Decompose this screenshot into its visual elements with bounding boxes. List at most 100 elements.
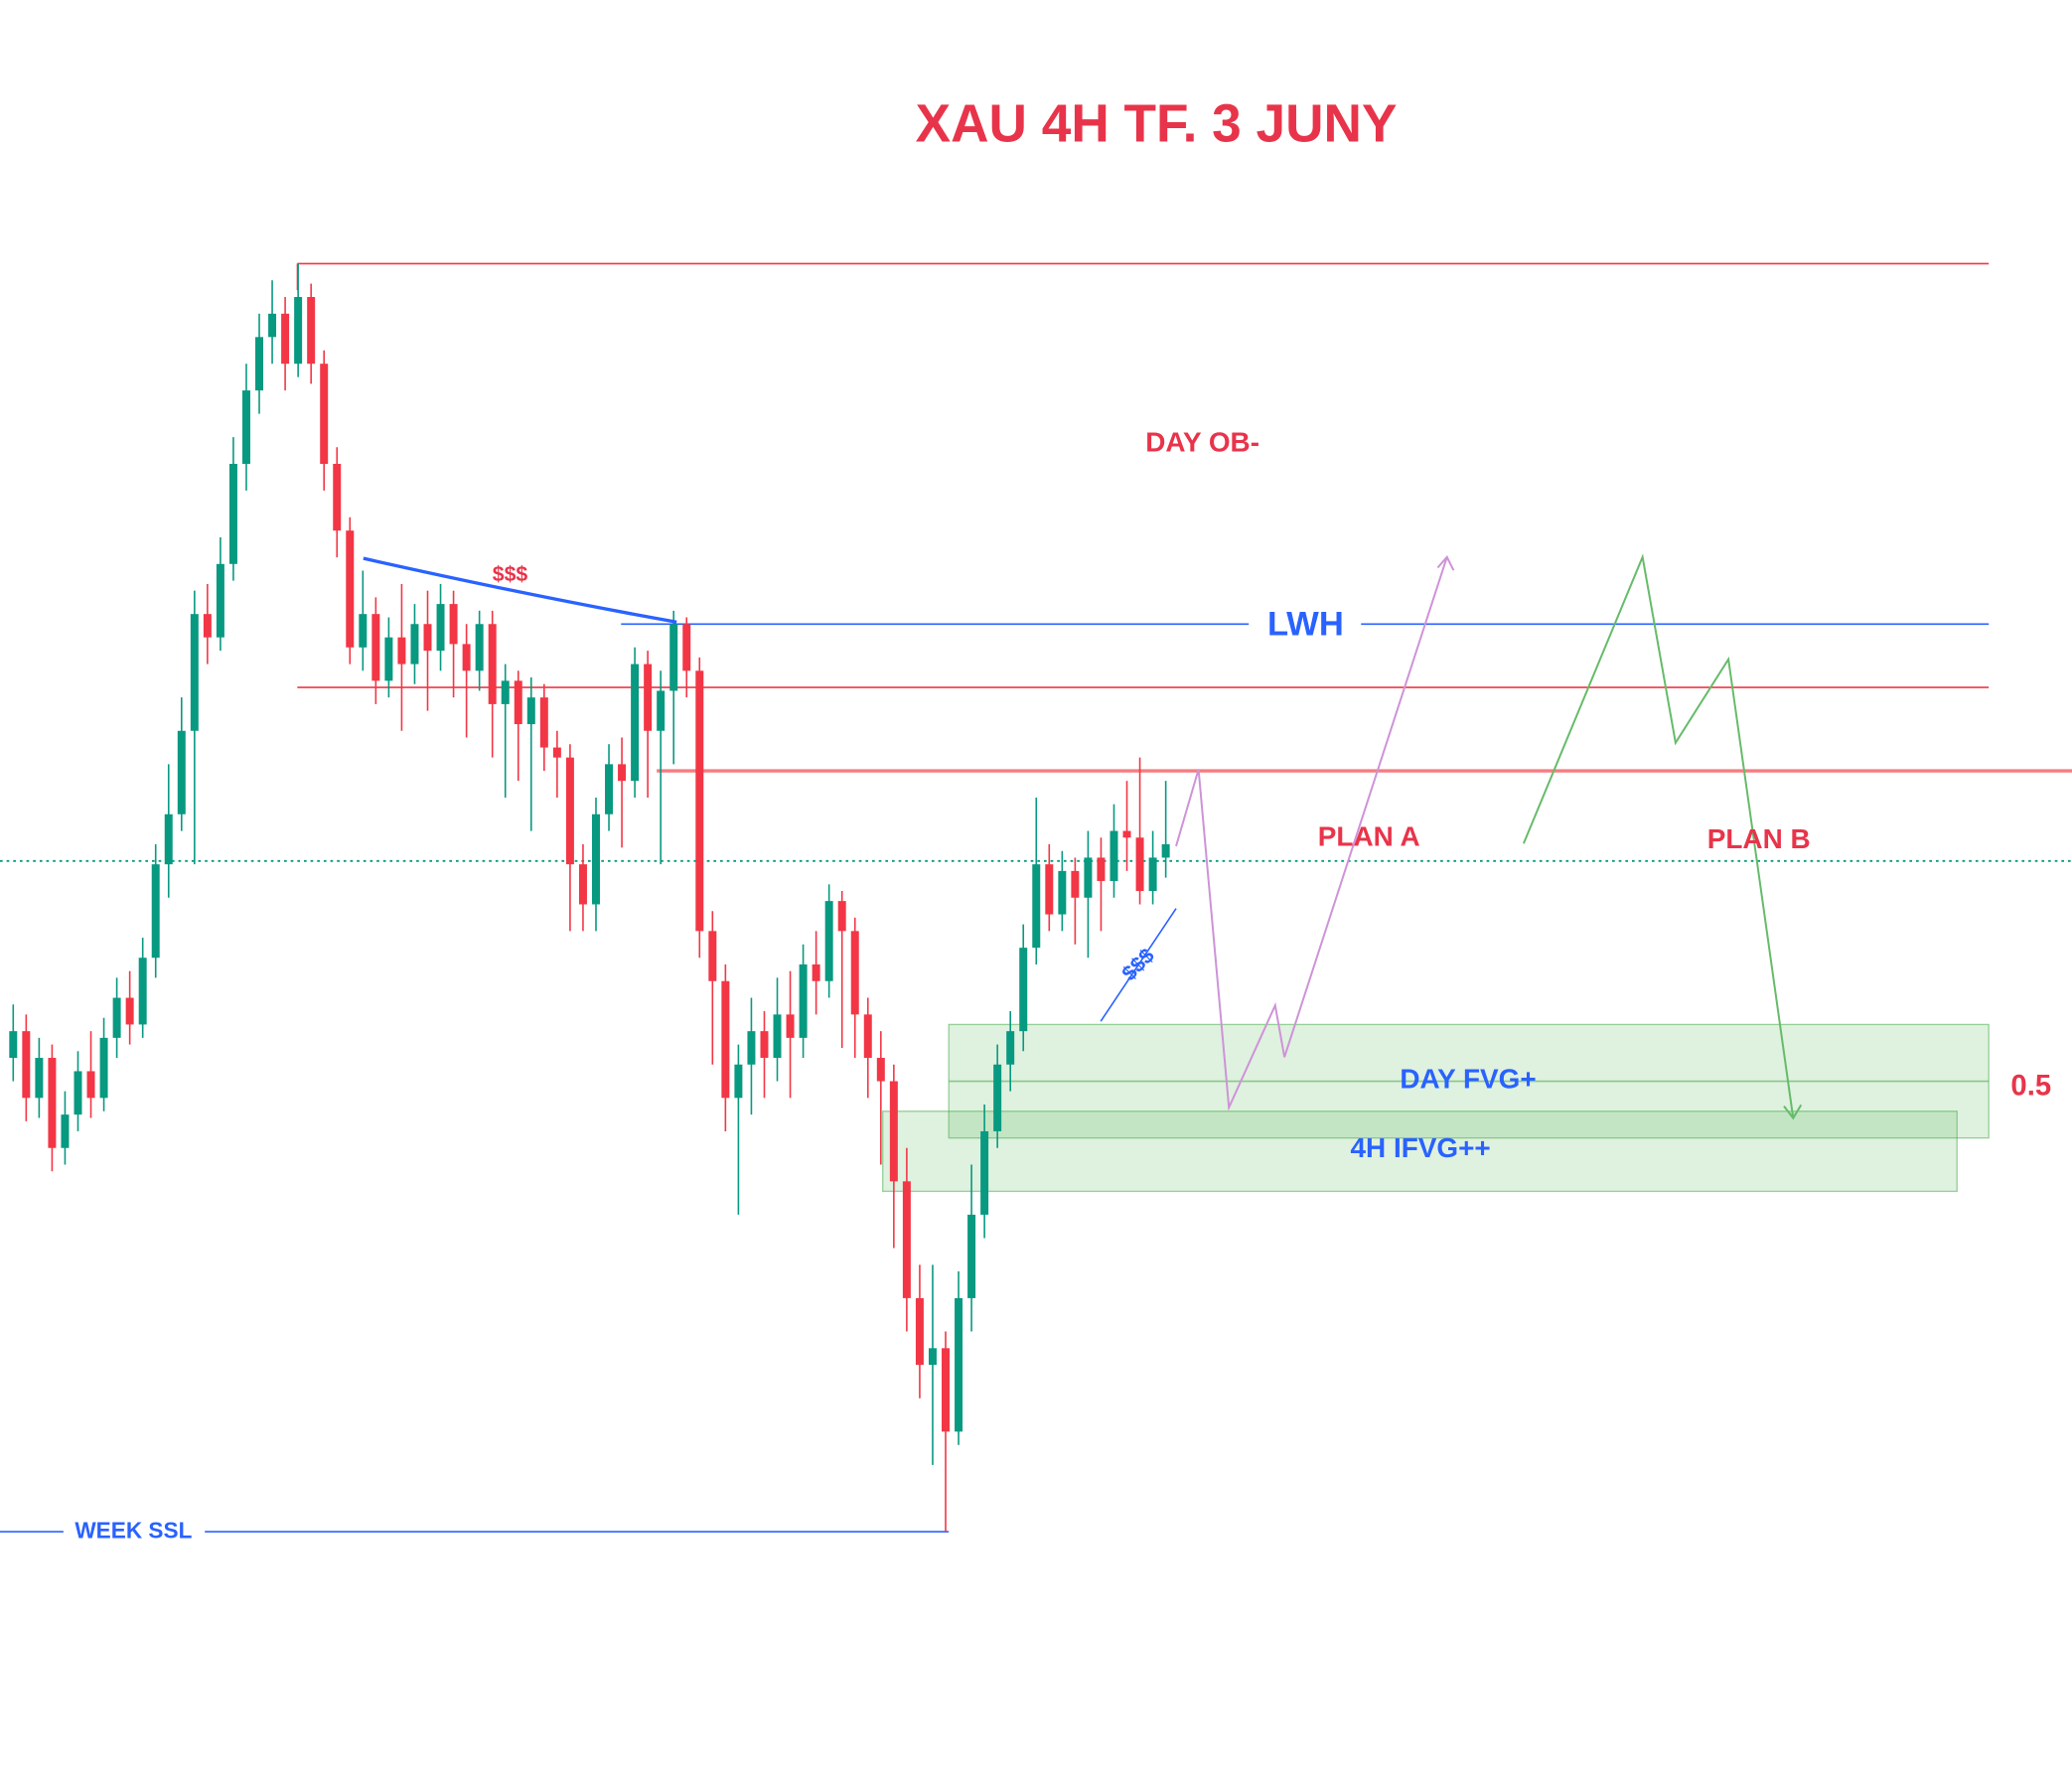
candle-body: [902, 1181, 911, 1298]
candle-body: [955, 1297, 963, 1432]
candle-body: [760, 1031, 769, 1059]
candle-body: [618, 764, 627, 782]
candle-body: [255, 337, 264, 391]
candle-body: [501, 680, 510, 704]
candle-body: [241, 390, 250, 464]
candle-body: [850, 931, 859, 1015]
candle-body: [514, 680, 522, 725]
candle-body: [371, 614, 380, 681]
candle-body: [346, 530, 355, 648]
candle-body: [268, 313, 277, 338]
fvg-mid-label: 0.5: [2010, 1070, 2051, 1103]
candle-body: [177, 730, 186, 814]
plan-a-path: [1175, 556, 1448, 1111]
candle-body: [876, 1058, 885, 1082]
candle-body: [1071, 870, 1080, 898]
plan-b-label: PLAN B: [1707, 823, 1811, 854]
candle-body: [138, 958, 147, 1025]
candle-body: [824, 901, 833, 981]
candle-body: [605, 764, 614, 814]
candle-body: [203, 614, 212, 638]
candle-body: [86, 1071, 95, 1099]
candle-body: [915, 1297, 924, 1366]
candle-body: [164, 813, 173, 865]
candle-body: [812, 963, 820, 981]
candle-body: [657, 690, 666, 731]
candle-body: [320, 364, 329, 464]
candle-body: [228, 463, 237, 564]
candle-body: [410, 624, 419, 664]
candle-body: [539, 697, 548, 748]
candle-body: [928, 1348, 937, 1366]
liquidity-label: $$$: [493, 562, 528, 586]
ssl-label: WEEK SSL: [74, 1517, 192, 1543]
candle-body: [565, 757, 574, 865]
candle-body: [1032, 864, 1041, 949]
candle-body: [1084, 857, 1093, 898]
candle-body: [1135, 837, 1144, 892]
candle-body: [125, 997, 134, 1025]
candle-body: [980, 1130, 989, 1215]
candle-body: [799, 963, 808, 1038]
candle-body: [99, 1037, 108, 1099]
fvg-label: DAY FVG+: [1400, 1064, 1536, 1095]
candle-body: [1110, 830, 1118, 881]
candle-body: [837, 901, 846, 932]
plan-b-path: [1522, 553, 1795, 1118]
candle-body: [1006, 1031, 1015, 1065]
liquidity-label: $$$: [1117, 944, 1159, 985]
liquidity-trendline: [363, 556, 677, 624]
candle-body: [695, 670, 704, 932]
chart-title: XAU 4H TF. 3 JUNY: [916, 94, 1398, 153]
candle-body: [475, 624, 484, 671]
candle-body: [1058, 870, 1067, 915]
plan-b-arrow: [1783, 1104, 1803, 1120]
candle-body: [734, 1064, 743, 1099]
candle-body: [644, 664, 653, 731]
zones: [882, 1023, 1990, 1193]
candle-body: [48, 1058, 57, 1148]
plan-a-arrow: [1436, 555, 1455, 571]
plan-a-label: PLAN A: [1318, 820, 1420, 851]
candle-body: [578, 864, 587, 905]
candle-body: [112, 997, 121, 1038]
candle-body: [1161, 844, 1170, 858]
ifvg-zone: [882, 1110, 1958, 1193]
candle-body: [216, 563, 224, 638]
candle-body: [786, 1014, 795, 1038]
candle-body: [942, 1348, 950, 1432]
candle-body: [747, 1031, 756, 1065]
candle-body: [190, 614, 199, 731]
candle-body: [721, 980, 730, 1099]
candle-body: [436, 604, 445, 652]
levels: [0, 262, 2072, 1533]
candle-body: [151, 864, 160, 959]
candle-body: [333, 463, 342, 531]
candle-body: [526, 697, 535, 725]
candles: [9, 263, 1170, 1533]
candle-body: [294, 297, 303, 365]
candle-body: [462, 644, 471, 671]
candle-body: [74, 1071, 82, 1115]
candle-body: [397, 637, 406, 664]
candle-body: [552, 747, 561, 758]
candle-body: [1097, 857, 1106, 881]
candle-body: [682, 624, 691, 671]
ob-label: DAY OB-: [1145, 427, 1259, 458]
candle-body: [889, 1081, 898, 1182]
candle-body: [449, 604, 458, 645]
liquidity-trendline: [1100, 908, 1177, 1022]
candle-body: [773, 1014, 782, 1059]
candle-body: [1148, 857, 1157, 892]
candle-body: [9, 1031, 18, 1059]
candle-body: [993, 1064, 1002, 1131]
candle-body: [22, 1031, 31, 1099]
candle-body: [967, 1214, 976, 1298]
candle-body: [1019, 948, 1028, 1032]
candle-body: [592, 813, 600, 905]
candle-body: [488, 624, 497, 704]
lwh-label: LWH: [1267, 605, 1344, 643]
candle-body: [307, 297, 316, 365]
candle-body: [863, 1014, 872, 1059]
